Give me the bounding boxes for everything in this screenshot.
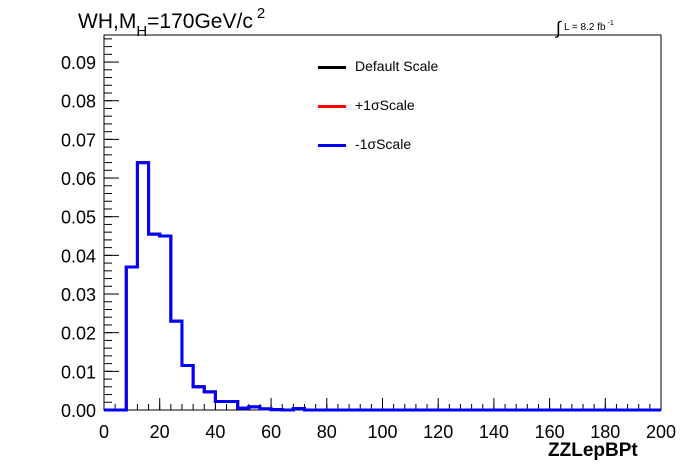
y-tick-label: 0.06 xyxy=(61,169,96,189)
x-tick-label: 140 xyxy=(479,422,509,442)
x-tick-label: 40 xyxy=(205,422,225,442)
x-tick-label: 200 xyxy=(646,422,676,442)
y-tick-label: 0.05 xyxy=(61,208,96,228)
x-tick-label: 20 xyxy=(150,422,170,442)
chart-title: WH,MH=170GeV/c 2 xyxy=(78,5,265,40)
series-line-plus1sigmascale xyxy=(104,161,661,412)
integral-sign: ∫ xyxy=(556,18,561,38)
legend-swatch-default xyxy=(318,66,346,69)
y-tick-label: 0.00 xyxy=(61,401,96,421)
series-line-default-scale xyxy=(104,161,661,412)
y-tick-label: 0.03 xyxy=(61,285,96,305)
luminosity-superscript: -1 xyxy=(607,20,614,27)
legend-label-plus1sigma: +1σScale xyxy=(355,97,415,113)
legend-swatch-minus1sigma xyxy=(318,144,346,147)
series-layer xyxy=(104,161,661,412)
y-tick-label: 0.02 xyxy=(61,324,96,344)
series-line-minus1sigmascale xyxy=(104,161,661,412)
x-tick-label: 80 xyxy=(317,422,337,442)
title-subscript: H xyxy=(136,23,148,40)
legend-label-minus1sigma: -1σScale xyxy=(355,136,412,152)
y-tick-label: 0.01 xyxy=(61,362,96,382)
x-tick-label: 120 xyxy=(423,422,453,442)
x-tick-label: 0 xyxy=(99,422,109,442)
x-tick-label: 160 xyxy=(535,422,565,442)
legend-entry-plus1sigma: +1σScale xyxy=(318,96,468,116)
x-tick-label: 180 xyxy=(590,422,620,442)
title-value: =170GeV/c xyxy=(147,10,253,33)
luminosity-text: L = 8.2 fb xyxy=(563,22,606,33)
y-tick-label: 0.07 xyxy=(61,130,96,150)
x-axis: 0 20 40 60 80 100 120 140 160 180 200 xyxy=(99,398,676,442)
y-tick-label: 0.08 xyxy=(61,92,96,112)
x-tick-label: 100 xyxy=(367,422,397,442)
legend-swatch-plus1sigma xyxy=(318,105,346,108)
luminosity-label: ∫ L = 8.2 fb -1 xyxy=(556,14,614,38)
legend-entry-minus1sigma: -1σScale xyxy=(318,135,468,155)
x-axis-label: ZZLepBPt xyxy=(548,440,638,461)
legend-entry-default: Default Scale xyxy=(318,57,468,77)
x-tick-label: 60 xyxy=(261,422,281,442)
y-axis: 0.00 0.01 0.02 0.03 0.04 0.05 0.06 0.07 0.08 0.09 xyxy=(61,38,119,421)
y-tick-label: 0.04 xyxy=(61,246,96,266)
title-prefix: WH,M xyxy=(78,10,137,33)
y-tick-label: 0.09 xyxy=(61,53,96,73)
legend-label-default: Default Scale xyxy=(355,58,439,74)
title-superscript: 2 xyxy=(256,5,266,22)
plot-frame xyxy=(103,34,662,411)
